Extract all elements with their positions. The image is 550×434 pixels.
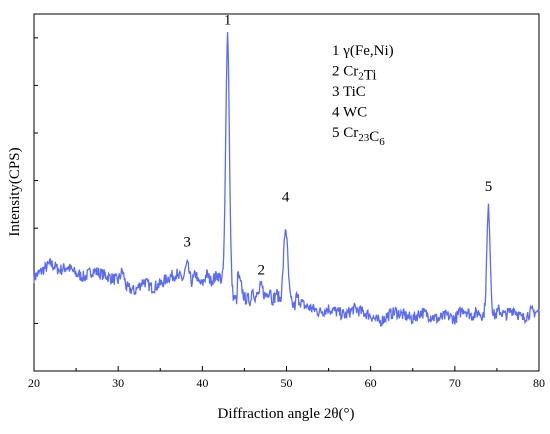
x-tick-label: 30 (112, 376, 124, 390)
x-tick-label: 70 (449, 376, 461, 390)
x-axis-label: Diffraction angle 2θ(°) (217, 406, 354, 422)
peak-label-1: 1 (224, 12, 232, 28)
peak-labels: 1 2 3 4 5 (183, 12, 492, 278)
xrd-pattern-line (33, 31, 540, 327)
peak-label-5: 5 (485, 179, 493, 195)
y-axis-label: Intensity(CPS) (7, 147, 23, 236)
x-axis-ticks: 20 30 40 50 60 70 80 (28, 366, 545, 390)
x-tick-label: 40 (196, 376, 208, 390)
legend-entry-4: 4 WC (332, 105, 367, 121)
x-tick-label: 20 (28, 376, 40, 390)
x-tick-label: 50 (281, 376, 293, 390)
legend-entry-5: 5 Cr23C6 (332, 125, 385, 148)
peak-label-3: 3 (183, 234, 191, 250)
x-tick-label: 80 (533, 376, 545, 390)
x-tick-label: 60 (365, 376, 377, 390)
legend-entry-1: 1 γ(Fe,Ni) (332, 43, 394, 59)
peak-label-2: 2 (258, 262, 266, 278)
peak-label-4: 4 (282, 189, 290, 205)
legend-entry-3: 3 TiC (332, 84, 366, 100)
legend-entry-2: 2 Cr2Ti (332, 64, 377, 84)
